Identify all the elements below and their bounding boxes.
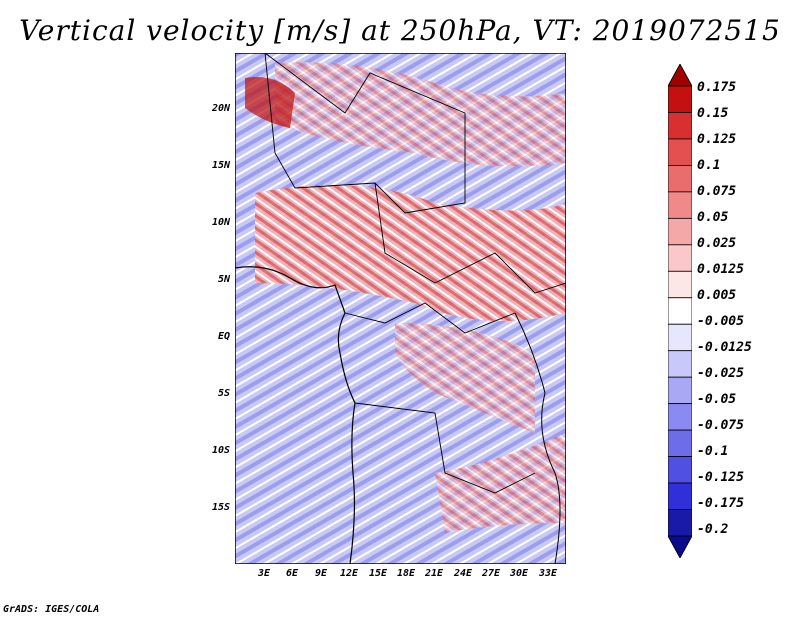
sahel-borders bbox=[374, 182, 566, 294]
lat-label: EQ bbox=[217, 331, 230, 342]
colorbar-label: 0.15 bbox=[697, 106, 729, 121]
central-borders bbox=[344, 302, 516, 334]
chart-title: Vertical velocity [m/s] at 250hPa, VT: 2… bbox=[19, 14, 781, 47]
colorbar-label: 0.175 bbox=[697, 80, 737, 95]
colorbar-label: -0.175 bbox=[697, 496, 744, 511]
north-region bbox=[275, 62, 566, 167]
lon-label: 6E bbox=[285, 568, 299, 579]
lat-label: 20N bbox=[211, 103, 230, 114]
colorbar-label: -0.05 bbox=[697, 392, 737, 407]
colorbar-label: 0.0125 bbox=[697, 262, 744, 277]
colorbar-label: 0.05 bbox=[697, 210, 729, 225]
lon-label: 15E bbox=[368, 568, 388, 579]
colorbar-swatch bbox=[668, 138, 692, 166]
colorbar-swatch bbox=[668, 85, 692, 113]
colorbar-swatch bbox=[668, 217, 692, 246]
colorbar-swatch bbox=[668, 350, 692, 378]
lon-label: 21E bbox=[424, 568, 444, 579]
colorbar-swatch bbox=[668, 270, 692, 299]
lon-label: 30E bbox=[509, 568, 529, 579]
lon-label: 24E bbox=[453, 568, 473, 579]
colorbar-label: 0.1 bbox=[697, 158, 721, 173]
grads-credit: GrADS: IGES/COLA bbox=[3, 604, 100, 615]
colorbar-swatch bbox=[668, 323, 692, 352]
lat-label: 5S bbox=[217, 388, 230, 399]
colorbar-swatch bbox=[668, 429, 692, 457]
lat-label: 10S bbox=[211, 445, 230, 456]
colorbar-swatch bbox=[668, 244, 692, 272]
north-borders bbox=[264, 53, 466, 214]
colorbar-label: -0.075 bbox=[697, 418, 744, 433]
colorbar-label: 0.025 bbox=[697, 236, 737, 251]
colorbar-label: -0.0125 bbox=[697, 340, 752, 355]
lat-label: 15S bbox=[211, 502, 230, 513]
vertical-velocity-map bbox=[235, 53, 566, 564]
convective-band bbox=[255, 185, 566, 321]
southern-borders bbox=[354, 402, 536, 494]
colorbar-label: -0.005 bbox=[697, 314, 744, 329]
lon-label: 18E bbox=[396, 568, 416, 579]
colorbar-swatch bbox=[668, 191, 692, 219]
colorbar-swatch bbox=[668, 297, 692, 325]
colorbar-swatch bbox=[668, 456, 692, 484]
lon-label: 27E bbox=[481, 568, 501, 579]
colorbar-label: 0.125 bbox=[697, 132, 737, 147]
colorbar-swatch bbox=[668, 403, 692, 431]
colorbar-label: 0.005 bbox=[697, 288, 737, 303]
east-border bbox=[514, 312, 561, 564]
colorbar-bottom-arrow bbox=[668, 535, 692, 558]
lon-label: 3E bbox=[257, 568, 271, 579]
colorbar-swatch bbox=[668, 509, 692, 537]
lat-label: 10N bbox=[211, 217, 230, 228]
colorbar-label: -0.125 bbox=[697, 470, 744, 485]
lon-label: 9E bbox=[314, 568, 328, 579]
colorbar-top-arrow bbox=[668, 64, 692, 87]
lat-label: 5N bbox=[217, 274, 230, 285]
colorbar-swatch bbox=[668, 165, 692, 193]
colorbar-swatch bbox=[668, 112, 692, 140]
south-east-region bbox=[435, 433, 566, 533]
colorbar-label: -0.1 bbox=[697, 444, 729, 459]
lon-label: 12E bbox=[339, 568, 359, 579]
colorbar-label: -0.025 bbox=[697, 366, 744, 381]
lat-label: 15N bbox=[211, 160, 230, 171]
colorbar-label: -0.2 bbox=[697, 522, 729, 537]
colorbar-label: 0.075 bbox=[697, 184, 737, 199]
colorbar-swatch bbox=[668, 482, 692, 510]
colorbar bbox=[668, 64, 692, 558]
coastline bbox=[235, 266, 356, 564]
colorbar-swatch bbox=[668, 376, 692, 405]
lon-label: 33E bbox=[538, 568, 558, 579]
central-region bbox=[395, 323, 535, 433]
